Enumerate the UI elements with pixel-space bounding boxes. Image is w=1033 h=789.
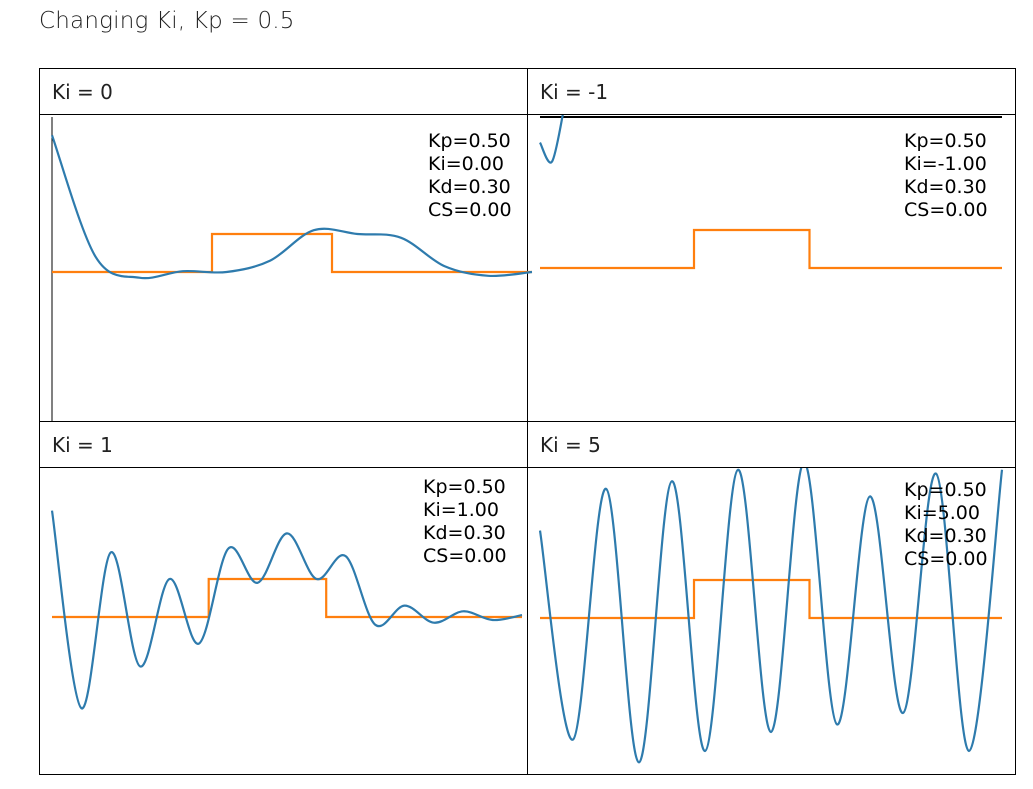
param-kd: Kd=0.30 [904,525,987,547]
plot-cell-4: Kp=0.50 Ki=5.00 Kd=0.30 CS=0.00 [527,467,1016,775]
param-annotation: Kp=0.50 Ki=5.00 Kd=0.30 CS=0.00 [904,479,988,570]
param-ki: Ki=5.00 [904,502,980,524]
panel-label-3: Ki = 1 [39,421,528,468]
param-cs: CS=0.00 [423,545,507,567]
page-title: Changing Ki, Kp = 0.5 [39,8,295,34]
param-cs: CS=0.00 [428,199,512,221]
response-line [50,510,523,710]
param-cs: CS=0.00 [904,199,988,221]
param-kd: Kd=0.30 [428,176,511,198]
param-kp: Kp=0.50 [904,479,987,501]
param-ki: Ki=1.00 [423,499,499,521]
param-cs: CS=0.00 [904,548,988,570]
setpoint-line [540,578,1002,620]
response-line [50,134,533,280]
setpoint-line [52,577,522,619]
setpoint-line [540,228,1002,270]
plot-cell-2: Kp=0.50 Ki=-1.00 Kd=0.30 CS=0.00 [527,114,1016,422]
param-ki: Ki=-1.00 [904,153,987,175]
param-kp: Kp=0.50 [904,130,987,152]
param-kd: Kd=0.30 [904,176,987,198]
response-line [539,115,564,164]
plot-ki-0: Kp=0.50 Ki=0.00 Kd=0.30 CS=0.00 [50,117,533,421]
param-annotation: Kp=0.50 Ki=0.00 Kd=0.30 CS=0.00 [428,130,512,221]
plot-grid: Ki = 0 Ki = -1 Kp=0.50 Ki=0.00 Kd=0.30 C… [39,68,1016,775]
setpoint-line [52,232,532,274]
response-line [538,468,1004,764]
param-annotation: Kp=0.50 Ki=1.00 Kd=0.30 CS=0.00 [423,476,507,567]
plot-ki-neg1: Kp=0.50 Ki=-1.00 Kd=0.30 CS=0.00 [539,115,1002,270]
param-kp: Kp=0.50 [423,476,506,498]
param-kd: Kd=0.30 [423,522,506,544]
panel-label-4: Ki = 5 [527,421,1016,468]
panel-label-1: Ki = 0 [39,68,528,115]
plot-cell-3: Kp=0.50 Ki=1.00 Kd=0.30 CS=0.00 [39,467,528,775]
panel-label-2: Ki = -1 [527,68,1016,115]
param-annotation: Kp=0.50 Ki=-1.00 Kd=0.30 CS=0.00 [904,130,988,221]
plot-ki-5: Kp=0.50 Ki=5.00 Kd=0.30 CS=0.00 [538,468,1004,764]
param-ki: Ki=0.00 [428,153,504,175]
plot-ki-1: Kp=0.50 Ki=1.00 Kd=0.30 CS=0.00 [50,476,523,710]
param-kp: Kp=0.50 [428,130,511,152]
plot-cell-1: Kp=0.50 Ki=0.00 Kd=0.30 CS=0.00 [39,114,533,422]
